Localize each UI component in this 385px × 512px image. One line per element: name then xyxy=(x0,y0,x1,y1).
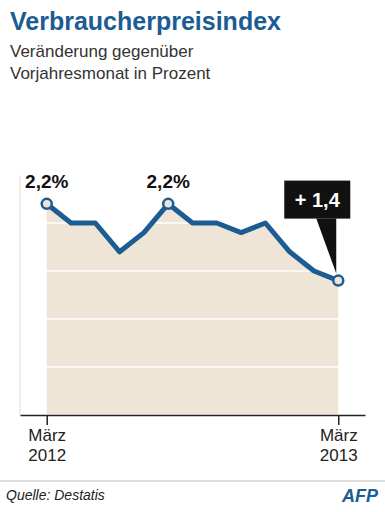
tick-label: März2012 xyxy=(28,426,66,465)
grid-line xyxy=(20,175,365,176)
data-label: + 1,4 xyxy=(295,189,341,211)
tick-mark xyxy=(265,415,267,425)
footer-rule xyxy=(0,481,385,482)
tick xyxy=(265,415,266,425)
plot-area xyxy=(20,175,365,415)
subtitle-line: Vorjahresmonat in Prozent xyxy=(10,64,211,83)
tick xyxy=(71,415,72,425)
callout-box xyxy=(284,181,350,219)
tick: März2012 xyxy=(28,415,66,465)
subtitle-line: Veränderung gegenüber xyxy=(10,42,194,61)
data-label: 2,2% xyxy=(25,171,68,192)
source: Quelle: Destatis xyxy=(6,487,105,503)
tick-label-line: 2012 xyxy=(28,446,66,465)
tick xyxy=(193,415,194,425)
tick-mark xyxy=(144,415,146,425)
point xyxy=(42,199,52,209)
grid-line xyxy=(20,318,365,320)
tick xyxy=(95,415,96,425)
tick-label: März2013 xyxy=(320,426,358,465)
tick: März2013 xyxy=(320,415,358,465)
grid-line xyxy=(20,414,365,415)
title: Verbraucherpreisindex xyxy=(10,7,281,35)
tick-mark xyxy=(217,415,219,425)
tick-mark xyxy=(192,415,194,425)
tick-mark xyxy=(95,415,97,425)
tick-mark xyxy=(119,415,121,425)
tick-mark xyxy=(338,415,340,425)
tick xyxy=(144,415,145,425)
tick-mark xyxy=(168,415,170,425)
tick xyxy=(290,415,291,425)
x-axis: März2012März2013 xyxy=(21,415,366,465)
tick-label-line: März xyxy=(28,426,66,445)
data-label: 2,2% xyxy=(147,171,190,192)
tick-label-line: 2013 xyxy=(320,446,358,465)
tick xyxy=(168,415,169,425)
tick xyxy=(217,415,218,425)
tick xyxy=(314,415,315,425)
x-axis-line xyxy=(21,415,366,417)
grid-line xyxy=(20,366,365,368)
tick-mark xyxy=(241,415,243,425)
tick-mark xyxy=(46,415,48,425)
tick-mark xyxy=(289,415,291,425)
credit: AFP xyxy=(341,486,379,506)
y-axis-line xyxy=(20,175,21,415)
tick-mark xyxy=(314,415,316,425)
callout-pointer xyxy=(316,219,336,274)
point xyxy=(333,276,343,286)
tick-mark xyxy=(71,415,73,425)
subtitle: Veränderung gegenüber Vorjahresmonat in P… xyxy=(10,42,211,83)
tick-label-line: März xyxy=(320,426,358,445)
tick xyxy=(120,415,121,425)
tick xyxy=(241,415,242,425)
point xyxy=(163,199,173,209)
area xyxy=(47,204,339,415)
chart: Verbraucherpreisindex Veränderung gegenüb… xyxy=(0,0,385,512)
